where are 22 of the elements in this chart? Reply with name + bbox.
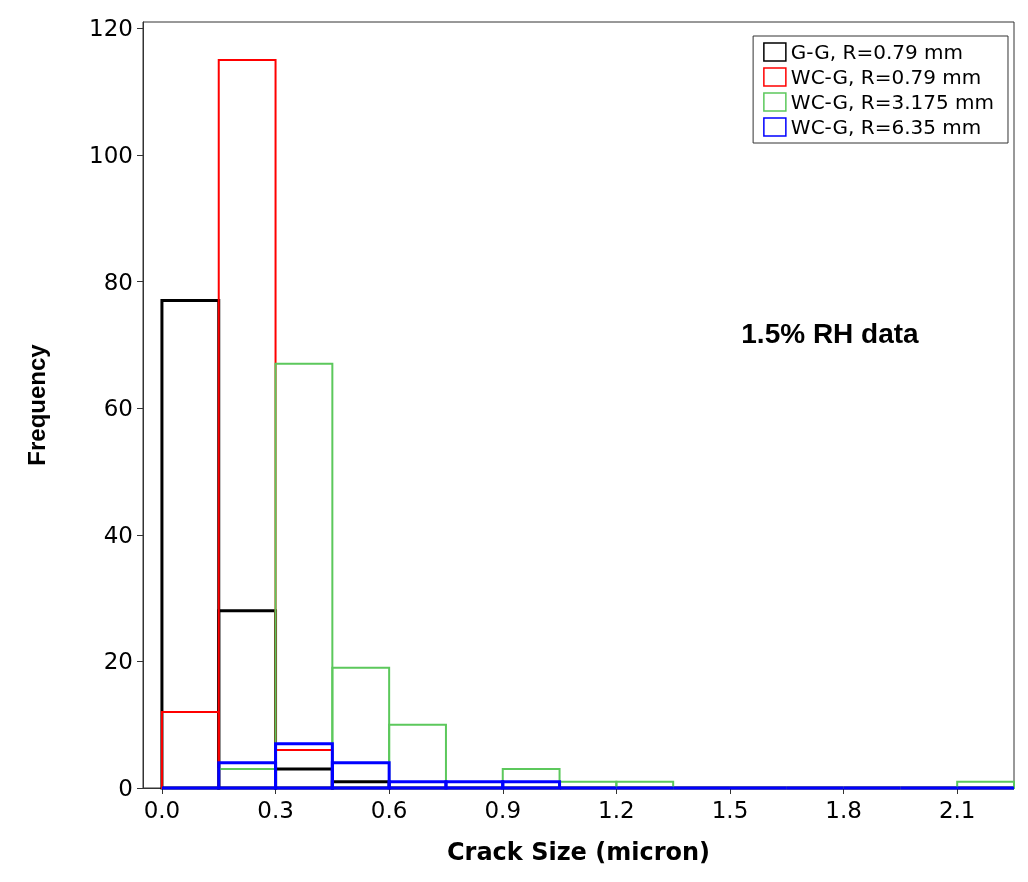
x-tick-label: 0.9 [484, 796, 522, 823]
legend-label: G-G, R=0.79 mm [790, 40, 964, 64]
x-tick-label: 2.1 [938, 796, 976, 823]
legend-label: WC-G, R=6.35 mm [790, 115, 982, 139]
x-tick-label: 0.6 [370, 796, 408, 823]
y-tick-label: 80 [103, 268, 133, 295]
x-axis-title: Crack Size (micron) [446, 838, 711, 866]
y-tick-label: 20 [103, 648, 133, 675]
legend-label: WC-G, R=0.79 mm [790, 65, 982, 89]
annotation: 1.5% RH data [741, 317, 920, 349]
x-tick-label: 0.0 [143, 796, 181, 823]
legend-label: WC-G, R=3.175 mm [790, 90, 995, 114]
x-tick-label: 0.3 [257, 796, 294, 823]
y-tick-label: 0 [118, 775, 133, 801]
x-tick-label: 1.2 [598, 796, 635, 823]
y-tick-label: 60 [103, 395, 133, 422]
x-tick-label: 1.8 [825, 796, 862, 823]
x-tick-label: 1.5 [711, 796, 749, 823]
y-tick-label: 100 [89, 141, 133, 168]
y-tick-label: 120 [89, 15, 133, 42]
y-tick-label: 40 [103, 521, 133, 548]
y-axis-title: Frequency [22, 343, 50, 466]
